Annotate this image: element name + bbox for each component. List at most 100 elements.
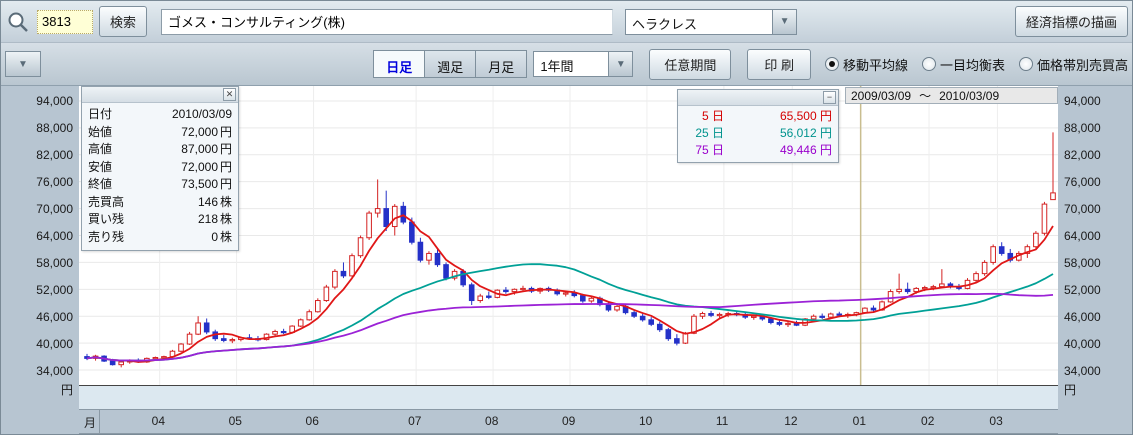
candle-body-up: [1033, 232, 1039, 248]
x-tick-label: 09: [562, 414, 576, 428]
date-range-box: 2009/03/09 ～ 2010/03/09: [845, 87, 1058, 104]
info-box-rows: 日付 2010/03/09 始値 72,000 円高値 87,000 円安値 72,000 円終…: [82, 103, 238, 250]
candle-body-down: [220, 338, 227, 341]
candle-body-up: [332, 270, 338, 288]
ma-legend-value: 65,500 円: [779, 109, 832, 123]
candle-body-up: [1050, 192, 1056, 201]
x-axis-months: 月 04 05 06 07 08 09 10 11 12 01 02 03: [79, 409, 1058, 434]
info-box-titlebar: ✕: [82, 87, 238, 103]
toolbar-top: 検索 ヘラクレス ▼ 経済指標の描画: [1, 1, 1132, 43]
candle-body-down: [631, 312, 637, 317]
ma-legend-box: − 5 日 65,500 円 25 日 56,012 円 75 日 49,446 円: [677, 89, 839, 163]
candle-body-down: [998, 246, 1005, 254]
economic-indicator-button[interactable]: 経済指標の描画: [1014, 6, 1128, 37]
info-row-value: 0: [211, 229, 218, 244]
candle-body-up: [588, 297, 595, 302]
period-select[interactable]: 1年間 ▼: [533, 51, 634, 77]
stock-code-input[interactable]: [37, 9, 93, 34]
y-tick-label: 76,000: [36, 174, 73, 189]
candle-body-up: [366, 212, 372, 239]
candle-body-up: [827, 313, 834, 318]
quick-select-dropdown[interactable]: ▼: [5, 51, 41, 77]
candle-body-down: [109, 360, 116, 366]
y-axis-left: 94,000 88,000 82,000 76,000 70,000 64,000 58,0…: [1, 86, 79, 434]
radio-circle-icon[interactable]: [1018, 57, 1033, 71]
legend-box-titlebar: −: [678, 90, 838, 106]
candle-body-down: [280, 330, 287, 334]
ma-legend-row-75日: 75 日 49,446 円: [684, 142, 832, 159]
search-button[interactable]: 検索: [99, 6, 148, 37]
info-row-value: 218: [197, 212, 218, 226]
chevron-down-icon[interactable]: ▼: [608, 52, 633, 76]
y-tick-label: 82,000: [36, 147, 73, 162]
minimize-icon[interactable]: −: [823, 91, 836, 104]
y-tick-label: 34,000: [1064, 364, 1101, 378]
candle-body-up: [306, 311, 313, 321]
radio-dot-icon: [828, 61, 835, 67]
radio-circle-icon[interactable]: [921, 57, 936, 71]
candle-body-up: [716, 313, 723, 317]
tab-週足[interactable]: 週足: [425, 50, 477, 78]
info-row-value-wrap: 87,000 円: [181, 141, 232, 159]
info-row-買い残: 買い残 218 株: [88, 211, 232, 229]
x-tick-label: 06: [305, 414, 319, 428]
quote-info-box: ✕ 日付 2010/03/09 始値 72,000 円高値 87,000 円安値 72,000…: [81, 86, 239, 251]
x-tick-label: 05: [228, 414, 242, 428]
chevron-down-icon[interactable]: ▼: [772, 9, 797, 34]
candle-body-up: [785, 322, 791, 326]
candle-body-up: [451, 270, 458, 279]
candle-body-up: [477, 295, 484, 302]
candle-body-down: [819, 315, 825, 318]
x-axis-unit-label: 月: [84, 416, 97, 430]
radio-価格帯別売買高[interactable]: 価格帯別売買高: [1018, 55, 1128, 74]
period-select-value: 1年間: [540, 59, 574, 74]
y-tick-label: 64,000: [1064, 229, 1101, 243]
info-row-label: 売り残: [88, 229, 125, 244]
info-row-終値: 終値 73,500 円: [88, 176, 232, 194]
x-axis-divider: [99, 410, 100, 433]
tab-月足[interactable]: 月足: [476, 50, 528, 78]
radio-移動平均線[interactable]: 移動平均線: [824, 55, 908, 74]
y-tick-label: 82,000: [1064, 147, 1101, 162]
close-icon[interactable]: ✕: [223, 88, 236, 101]
ma-legend-label: 75 日: [695, 143, 724, 157]
stock-name-field[interactable]: [161, 8, 614, 35]
candle-body-up: [887, 291, 894, 303]
candle-body-down: [870, 307, 877, 311]
timeframe-tabs: 日足 週足 月足: [373, 50, 528, 78]
candle-body-up: [357, 237, 364, 257]
radio-一目均衡表[interactable]: 一目均衡表: [921, 55, 1005, 74]
candle-body-up: [682, 332, 689, 344]
x-tick-label: 08: [485, 414, 499, 428]
info-row-value-wrap: 72,000 円: [181, 159, 232, 177]
y-axis-unit-label: 円: [1064, 383, 1077, 397]
ma-legend-value: 49,446 円: [779, 143, 832, 157]
candle-body-down: [400, 205, 407, 223]
date-range-end: 2010/03/09: [939, 88, 1000, 103]
info-row-高値: 高値 87,000 円: [88, 141, 232, 159]
candle-body-up: [939, 283, 945, 288]
y-tick-label: 52,000: [36, 283, 73, 297]
market-select-value: ヘラクレス: [632, 16, 698, 32]
candle-body-down: [340, 270, 347, 277]
candle-body-up: [562, 292, 569, 295]
market-select[interactable]: ヘラクレス ▼: [625, 8, 798, 35]
price-chart-svg[interactable]: [79, 86, 1058, 386]
ma5-line: [86, 214, 1054, 363]
ma-legend-value: 56,012 円: [779, 126, 832, 140]
candle-body-up: [323, 286, 330, 302]
candle-body-up: [750, 315, 757, 318]
custom-period-button[interactable]: 任意期間: [649, 48, 732, 80]
print-button[interactable]: 印 刷: [747, 48, 811, 80]
candle-body-up: [195, 322, 201, 335]
candle-body-up: [186, 333, 193, 345]
candle-body-down: [768, 318, 774, 324]
y-tick-label: 40,000: [1064, 337, 1101, 351]
info-row-label: 安値: [88, 159, 113, 174]
candle-body-up: [426, 252, 432, 261]
tab-日足[interactable]: 日足: [373, 50, 426, 78]
info-row-value-wrap: 218 株: [198, 211, 232, 229]
radio-circle-icon[interactable]: [824, 57, 839, 71]
